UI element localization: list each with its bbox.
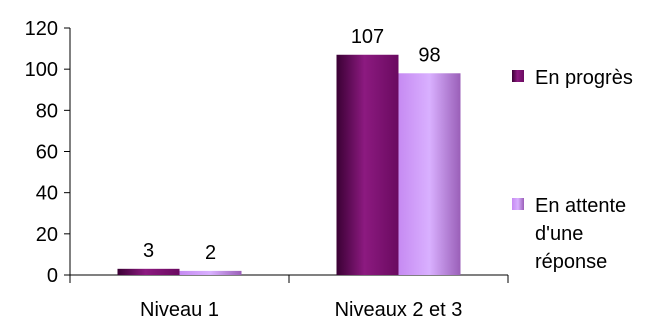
plot-area: 0 20 40 60 80 100 120 3 2 Niveau 1 107 98 Niveaux 2 …	[25, 18, 509, 321]
y-tick-label: 0	[47, 265, 58, 287]
bar-en-attente-0	[179, 270, 242, 275]
legend-label: réponse	[535, 251, 607, 273]
y-tick-label: 100	[25, 59, 58, 81]
legend: En progrès En attente d'une réponse	[512, 67, 633, 273]
data-label: 3	[143, 240, 154, 262]
x-tick-label: Niveau 1	[140, 299, 219, 321]
y-tick-label: 60	[36, 142, 58, 164]
bar-en-progres-1	[336, 54, 399, 276]
x-tick-label: Niveaux 2 et 3	[335, 299, 463, 321]
legend-swatch-1	[512, 198, 524, 210]
y-tick-label: 40	[36, 183, 58, 205]
y-tick-label: 20	[36, 224, 58, 246]
y-tick-label: 80	[36, 100, 58, 122]
legend-swatch-0	[512, 70, 524, 82]
data-label: 2	[205, 242, 216, 264]
bar-en-progres-0	[117, 268, 180, 275]
bar-en-attente-1	[398, 73, 461, 276]
legend-label: En attente	[535, 195, 626, 217]
legend-label: En progrès	[535, 67, 633, 89]
legend-label: d'une	[535, 223, 583, 245]
y-tick-label: 120	[25, 18, 58, 40]
data-label: 107	[351, 26, 384, 48]
data-label: 98	[418, 44, 440, 66]
